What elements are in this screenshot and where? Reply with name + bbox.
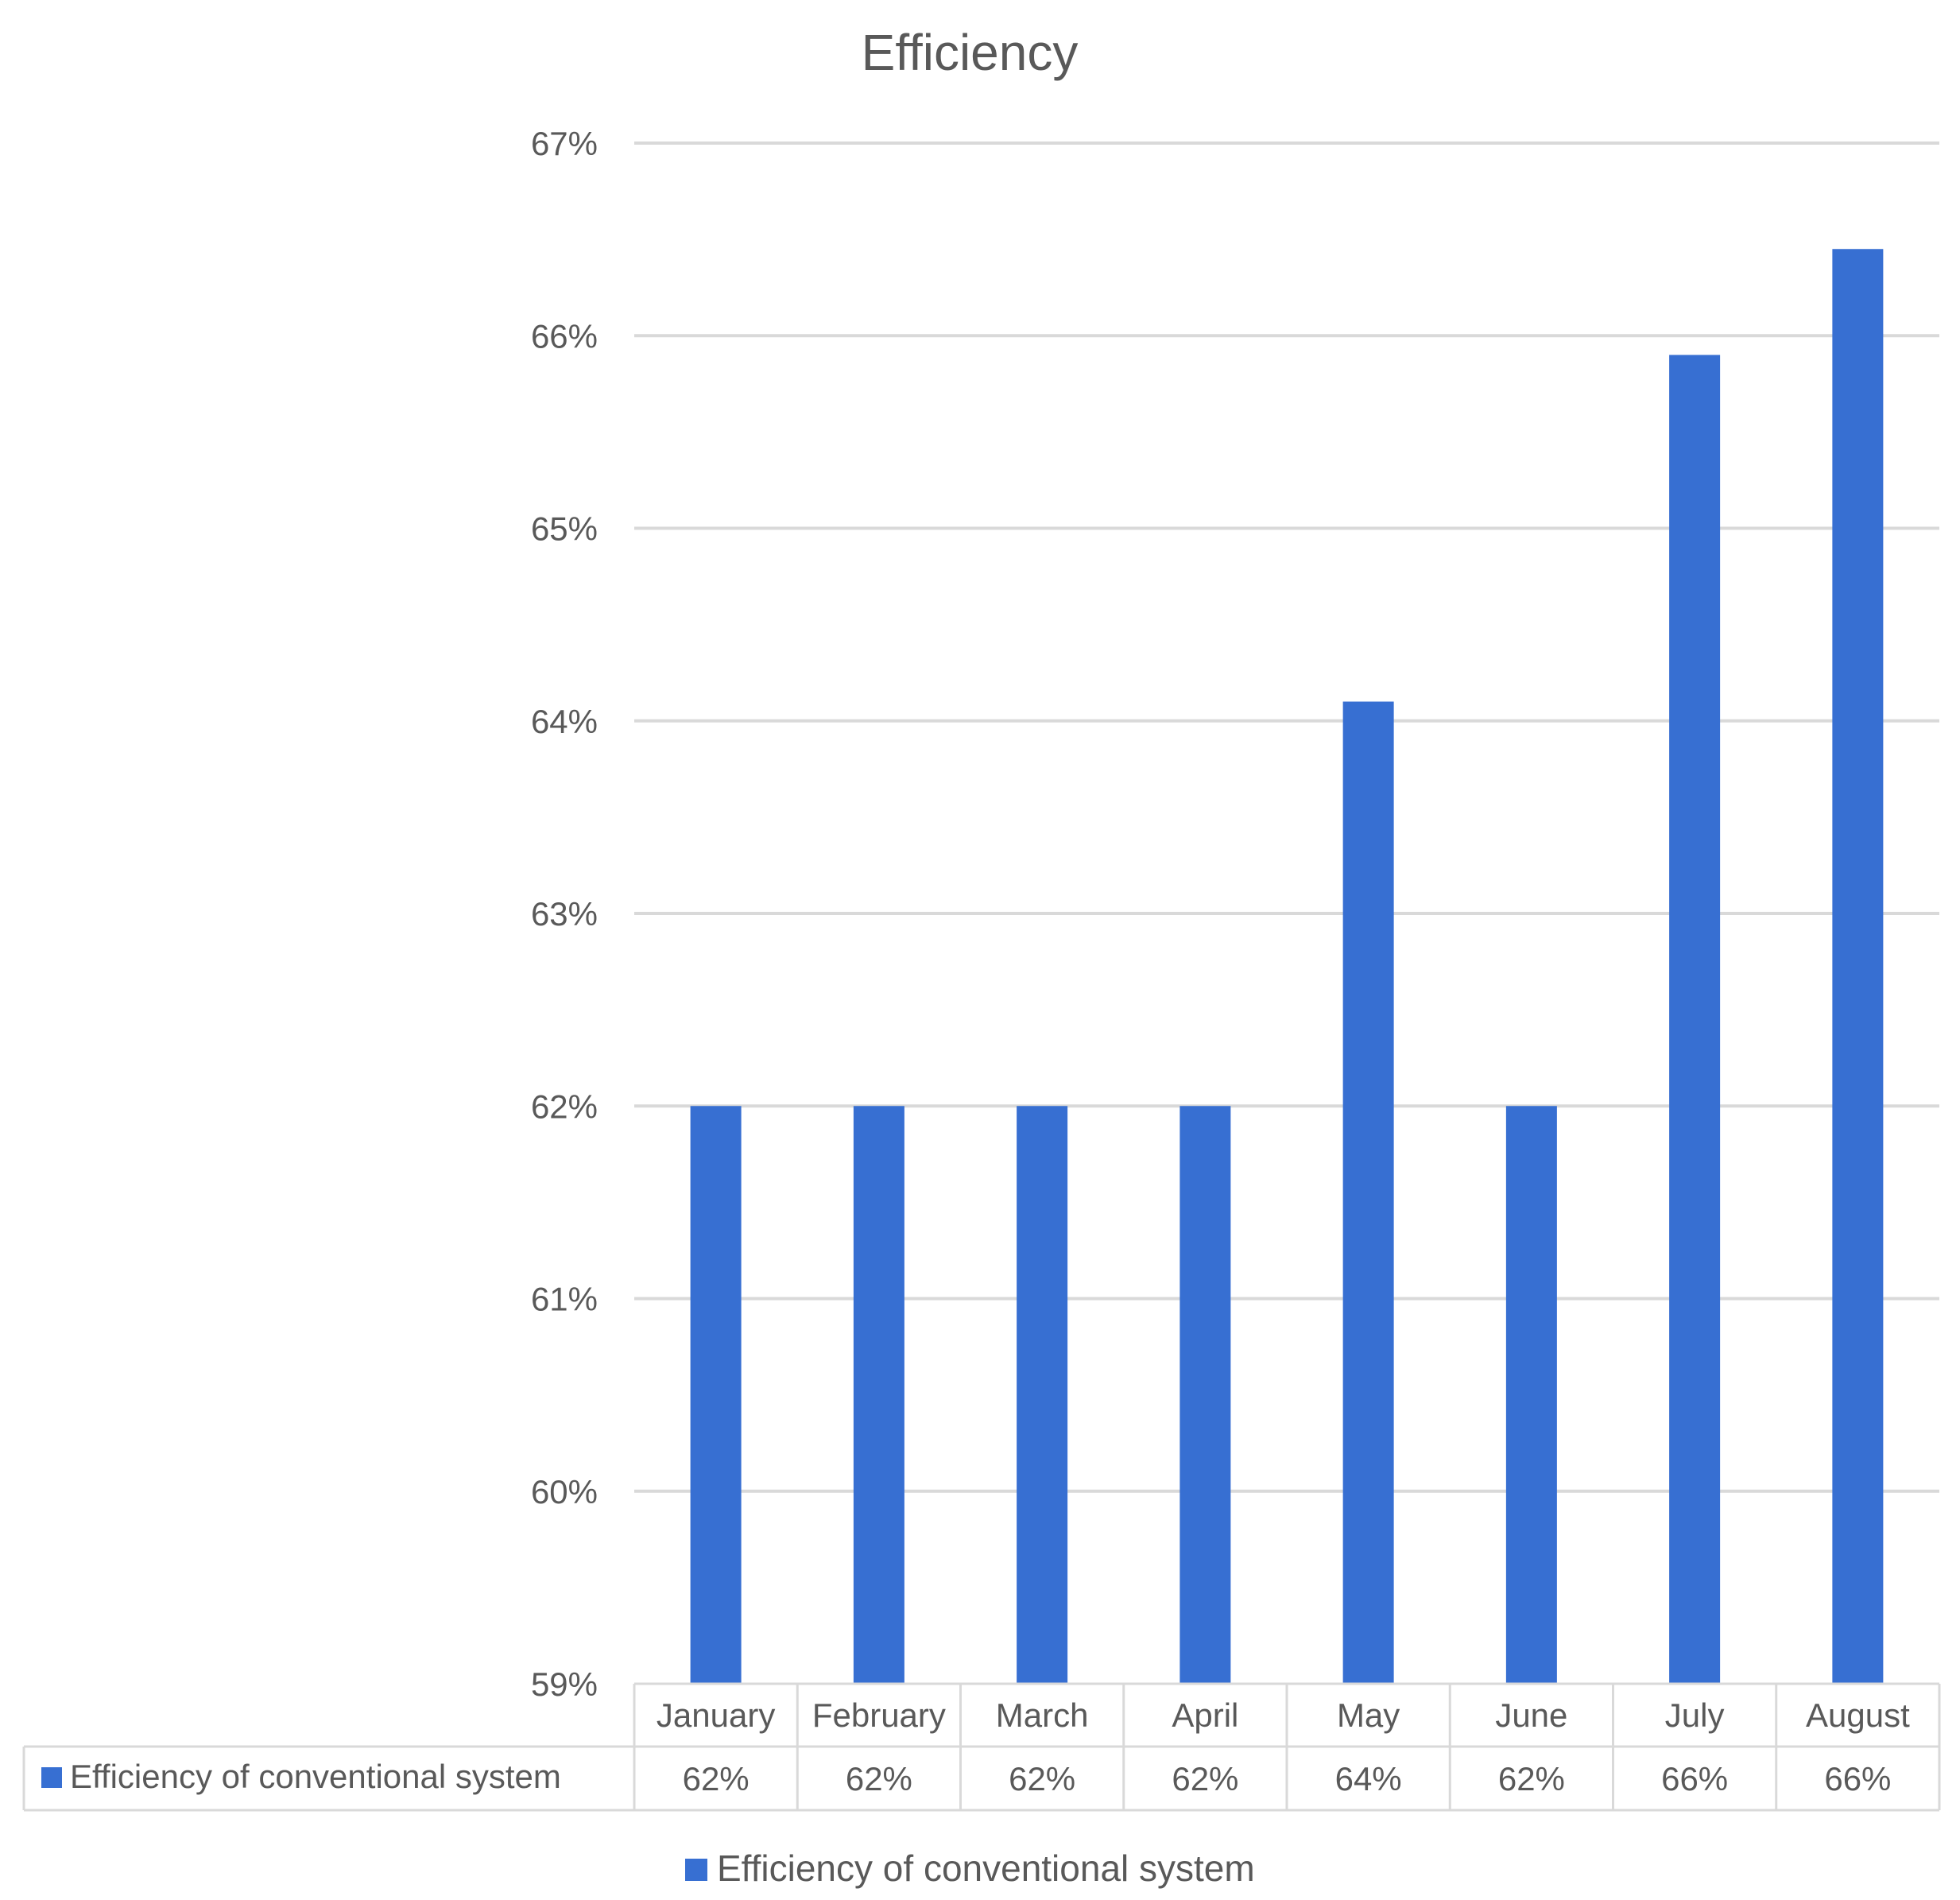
x-tick-label: June — [1495, 1696, 1567, 1734]
table-value-cell: 66% — [1824, 1760, 1891, 1797]
y-tick-label: 60% — [531, 1473, 598, 1510]
bar-march — [1017, 1106, 1068, 1684]
y-tick-label: 64% — [531, 703, 598, 740]
legend-swatch — [685, 1859, 707, 1881]
chart-title: Efficiency — [862, 24, 1079, 81]
bar-april — [1179, 1106, 1231, 1684]
x-tick-label: February — [812, 1696, 946, 1734]
x-tick-label: July — [1665, 1696, 1725, 1734]
y-tick-label: 63% — [531, 895, 598, 933]
x-tick-label: January — [657, 1696, 775, 1734]
table-row-header: Efficiency of conventional system — [70, 1758, 561, 1795]
y-tick-label: 66% — [531, 317, 598, 355]
table-value-cell: 62% — [1498, 1760, 1565, 1797]
table-value-cell: 62% — [1172, 1760, 1238, 1797]
bar-june — [1505, 1106, 1557, 1684]
y-tick-label: 61% — [531, 1281, 598, 1318]
legend-label: Efficiency of conventional system — [717, 1848, 1255, 1889]
table-value-cell: 62% — [1009, 1760, 1075, 1797]
y-tick-label: 65% — [531, 510, 598, 548]
bar-february — [853, 1106, 904, 1684]
table-value-cell: 62% — [846, 1760, 912, 1797]
x-tick-label: August — [1806, 1696, 1910, 1734]
x-tick-label: April — [1172, 1696, 1238, 1734]
bar-may — [1342, 701, 1394, 1684]
y-tick-label: 67% — [531, 125, 598, 162]
x-tick-label: March — [996, 1696, 1089, 1734]
bar-july — [1669, 355, 1721, 1685]
x-tick-label: May — [1337, 1696, 1400, 1734]
table-value-cell: 64% — [1335, 1760, 1402, 1797]
y-tick-label: 62% — [531, 1088, 598, 1125]
y-tick-label: 59% — [531, 1665, 598, 1703]
table-value-cell: 66% — [1661, 1760, 1728, 1797]
table-value-cell: 62% — [683, 1760, 750, 1797]
bar-january — [690, 1106, 742, 1684]
bar-august — [1832, 249, 1884, 1684]
table-legend-key — [41, 1767, 62, 1788]
